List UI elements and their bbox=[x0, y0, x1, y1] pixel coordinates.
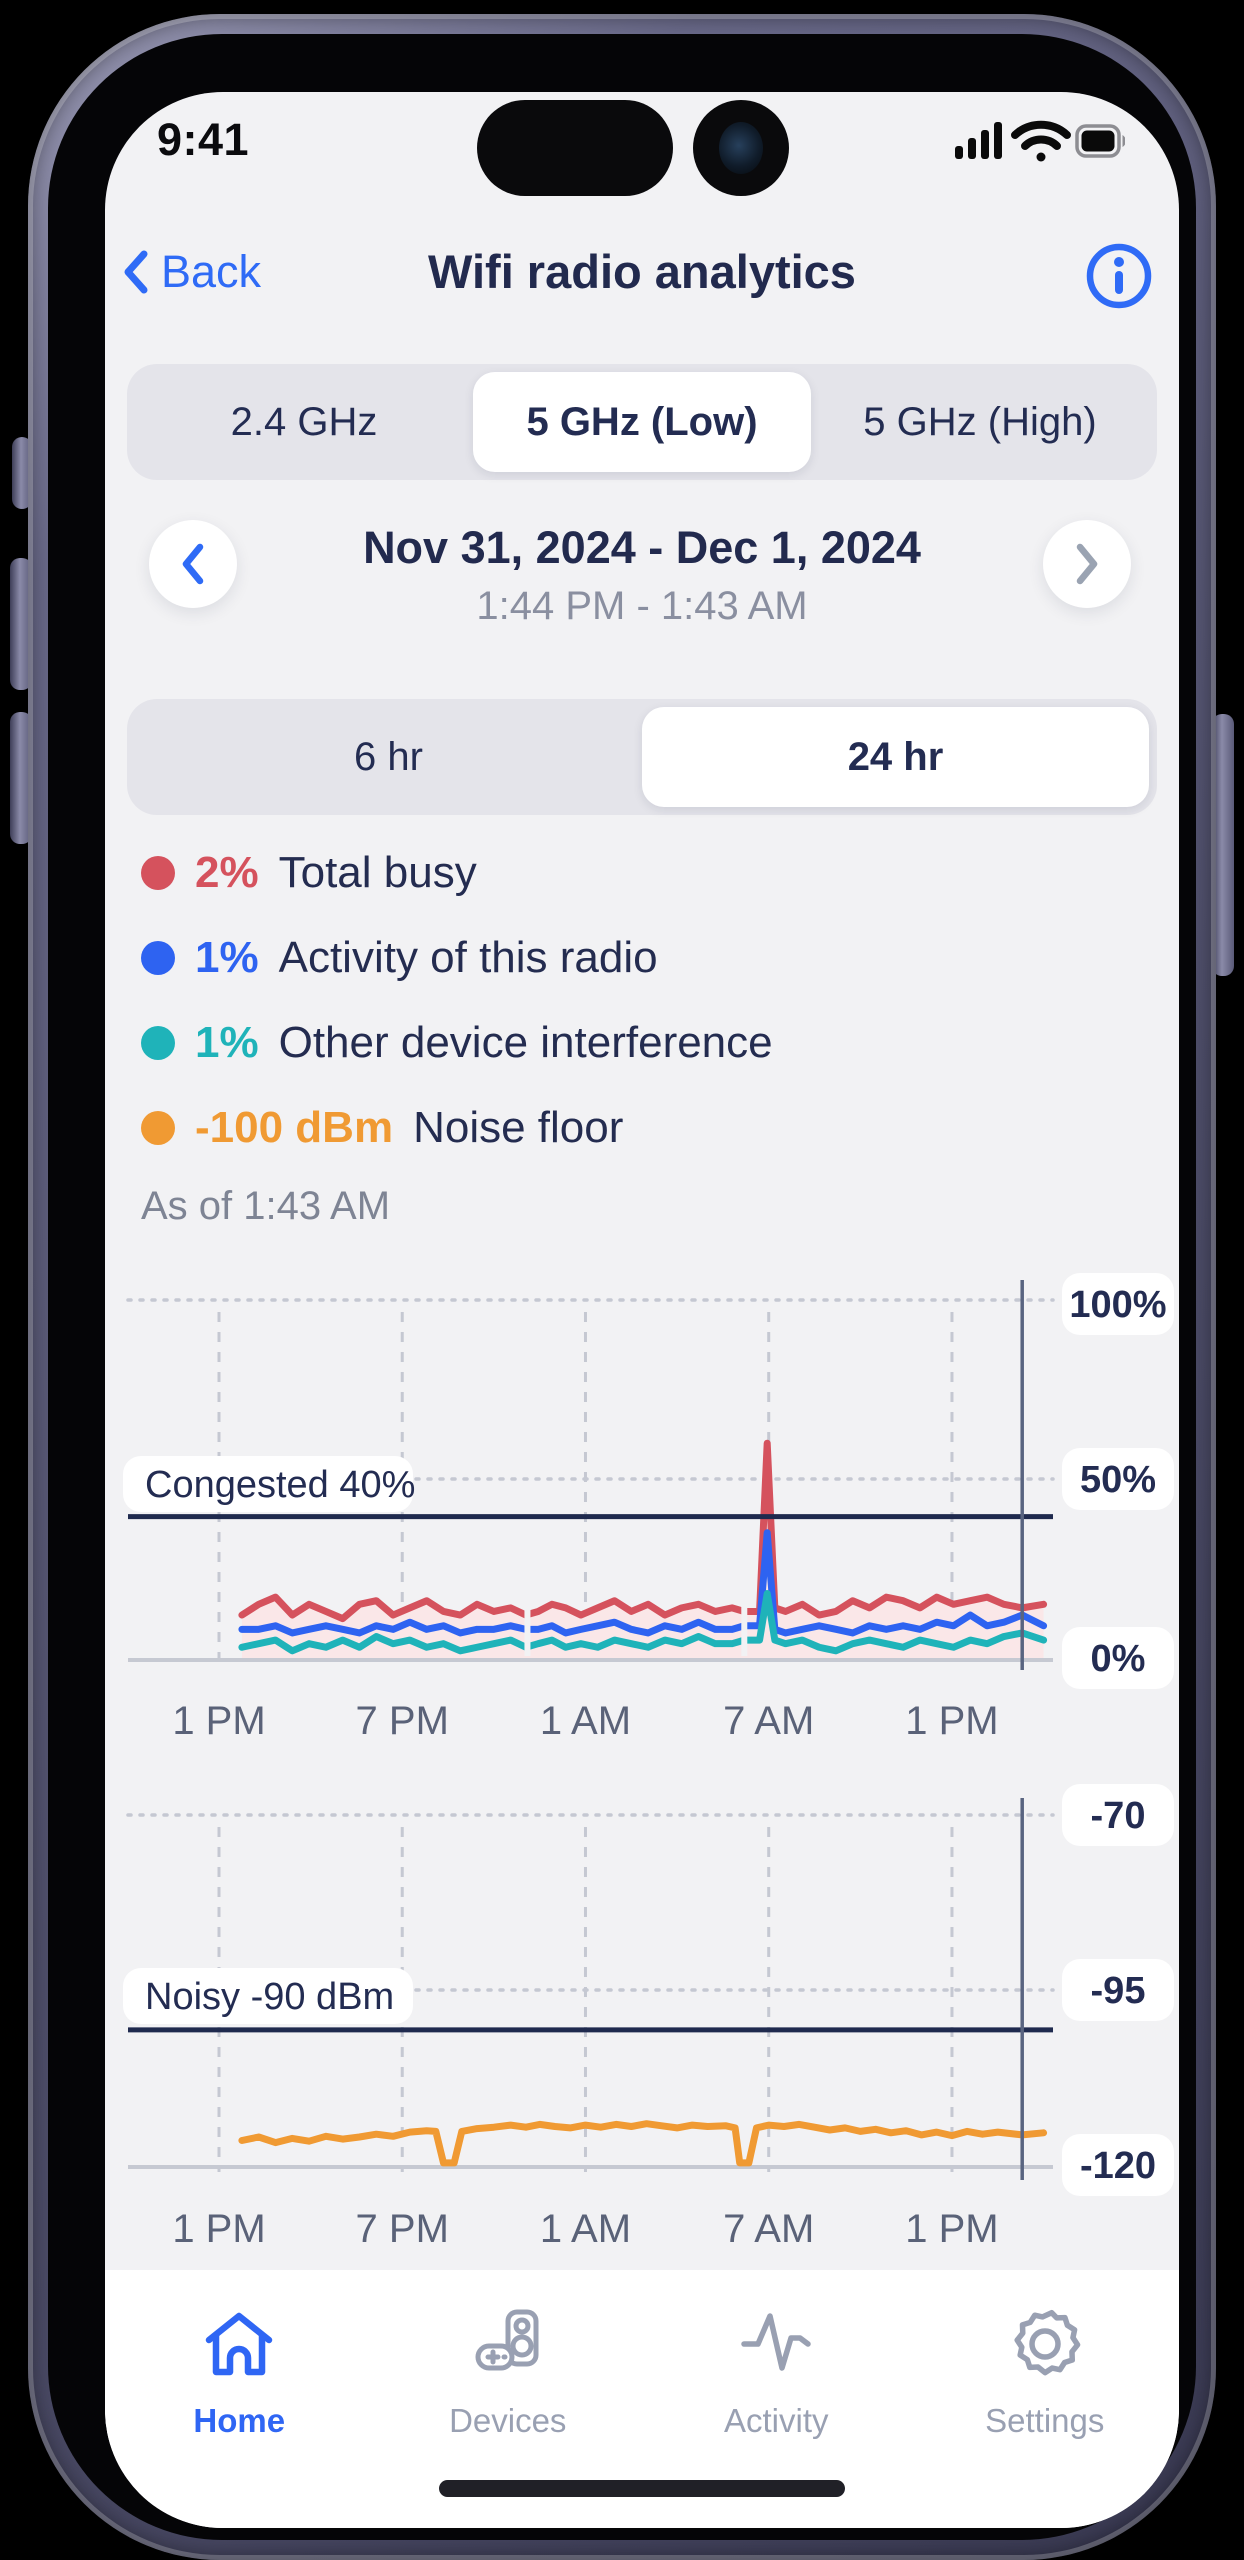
legend-label: Other device interference bbox=[278, 1018, 773, 1067]
volume-up-button[interactable] bbox=[10, 558, 32, 690]
legend-value: 1% bbox=[195, 1018, 259, 1067]
svg-text:7 AM: 7 AM bbox=[723, 2207, 814, 2242]
svg-text:7 PM: 7 PM bbox=[356, 1699, 449, 1742]
nav-item-settings[interactable]: Settings bbox=[911, 2270, 1180, 2528]
as-of-timestamp: As of 1:43 AM bbox=[141, 1184, 391, 1228]
legend-dot bbox=[141, 856, 175, 890]
svg-text:1 PM: 1 PM bbox=[905, 1699, 998, 1742]
settings-gear-icon bbox=[1014, 2309, 1081, 2376]
date-range-label: Nov 31, 2024 - Dec 1, 2024 bbox=[363, 522, 921, 573]
back-button[interactable]: Back bbox=[123, 246, 261, 298]
legend-label: Noise floor bbox=[413, 1103, 624, 1152]
info-button[interactable] bbox=[1083, 240, 1155, 312]
dynamic-island bbox=[477, 100, 673, 196]
tab-2-4-ghz[interactable]: 2.4 GHz bbox=[230, 399, 378, 444]
legend-value: -100 dBm bbox=[195, 1103, 394, 1152]
chevron-right-icon bbox=[1076, 543, 1098, 585]
utilization-chart[interactable]: Congested 40% 100% 50% 0% 1 PM 7 PM 1 AM 7 AM 1 … bbox=[105, 1272, 1179, 1742]
power-button[interactable] bbox=[1212, 714, 1234, 976]
status-time: 9:41 bbox=[157, 114, 250, 165]
duration-toggle: 6 hr 24 hr bbox=[127, 699, 1157, 815]
legend-value: 1% bbox=[195, 933, 259, 982]
back-label: Back bbox=[161, 246, 262, 297]
app-screen: 9:41 bbox=[105, 92, 1179, 2528]
svg-text:1 PM: 1 PM bbox=[172, 1699, 265, 1742]
legend-dot bbox=[141, 1026, 175, 1060]
chevron-left-icon bbox=[182, 543, 204, 585]
activity-icon bbox=[741, 2313, 811, 2371]
legend-dot bbox=[141, 1111, 175, 1145]
home-indicator[interactable] bbox=[439, 2480, 845, 2497]
legend-label: Total busy bbox=[278, 848, 477, 897]
legend-item-total-busy: 2% Total busy bbox=[141, 842, 477, 904]
nav-label: Settings bbox=[985, 2402, 1105, 2439]
svg-text:-120: -120 bbox=[1080, 2145, 1156, 2187]
legend-item-interference: 1% Other device interference bbox=[141, 1012, 773, 1074]
svg-text:1 AM: 1 AM bbox=[540, 2207, 631, 2242]
noise-floor-chart[interactable]: Noisy -90 dBm -70 -95 -120 1 PM 7 PM 1 AM 7 AM 1… bbox=[105, 1772, 1179, 2242]
svg-text:1 AM: 1 AM bbox=[540, 1699, 631, 1742]
nav-item-devices[interactable]: Devices bbox=[374, 2270, 643, 2528]
front-camera bbox=[693, 100, 789, 196]
phone-bezel: 9:41 bbox=[48, 34, 1196, 2540]
legend-value: 2% bbox=[195, 848, 259, 897]
nav-item-activity[interactable]: Activity bbox=[642, 2270, 911, 2528]
legend-dot bbox=[141, 941, 175, 975]
wifi-icon bbox=[1011, 120, 1071, 162]
next-date-button[interactable] bbox=[1043, 520, 1131, 608]
svg-text:Noisy -90 dBm: Noisy -90 dBm bbox=[145, 1976, 394, 2018]
volume-down-button[interactable] bbox=[10, 712, 32, 844]
info-icon bbox=[1086, 243, 1152, 309]
svg-text:0%: 0% bbox=[1091, 1638, 1146, 1680]
nav-label: Home bbox=[193, 2402, 286, 2439]
svg-text:-95: -95 bbox=[1091, 1970, 1146, 2012]
legend-label: Activity of this radio bbox=[278, 933, 658, 982]
chevron-left-icon bbox=[124, 250, 148, 294]
svg-text:7 PM: 7 PM bbox=[356, 2207, 449, 2242]
svg-text:1 PM: 1 PM bbox=[172, 2207, 265, 2242]
battery-icon bbox=[1075, 124, 1126, 158]
svg-text:Congested 40%: Congested 40% bbox=[145, 1464, 415, 1506]
nav-label: Activity bbox=[723, 2402, 829, 2439]
home-icon bbox=[206, 2312, 273, 2376]
tab-5-ghz-high[interactable]: 5 GHz (High) bbox=[863, 399, 1097, 444]
toggle-24hr[interactable]: 24 hr bbox=[642, 707, 1149, 807]
cellular-signal-icon bbox=[955, 122, 1002, 159]
nav-label: Devices bbox=[449, 2402, 567, 2439]
svg-text:1 PM: 1 PM bbox=[905, 2207, 998, 2242]
time-range-label: 1:44 PM - 1:43 AM bbox=[476, 584, 808, 628]
svg-text:50%: 50% bbox=[1080, 1459, 1156, 1501]
svg-text:100%: 100% bbox=[1069, 1284, 1166, 1326]
svg-text:-70: -70 bbox=[1091, 1795, 1146, 1837]
nav-item-home[interactable]: Home bbox=[105, 2270, 374, 2528]
mute-switch[interactable] bbox=[12, 437, 32, 509]
svg-text:7 AM: 7 AM bbox=[723, 1699, 814, 1742]
legend-item-activity: 1% Activity of this radio bbox=[141, 927, 658, 989]
status-icons bbox=[955, 120, 1126, 171]
prev-date-button[interactable] bbox=[149, 520, 237, 608]
tab-5-ghz-low[interactable]: 5 GHz (Low) bbox=[473, 372, 811, 472]
band-tabs: 2.4 GHz 5 GHz (Low) 5 GHz (High) bbox=[127, 364, 1157, 480]
toggle-6hr[interactable]: 6 hr bbox=[354, 734, 423, 779]
page-title: Wifi radio analytics bbox=[428, 245, 856, 298]
devices-icon bbox=[475, 2309, 539, 2371]
legend-item-noise-floor: -100 dBm Noise floor bbox=[141, 1097, 623, 1159]
phone-frame: 9:41 bbox=[28, 14, 1216, 2560]
